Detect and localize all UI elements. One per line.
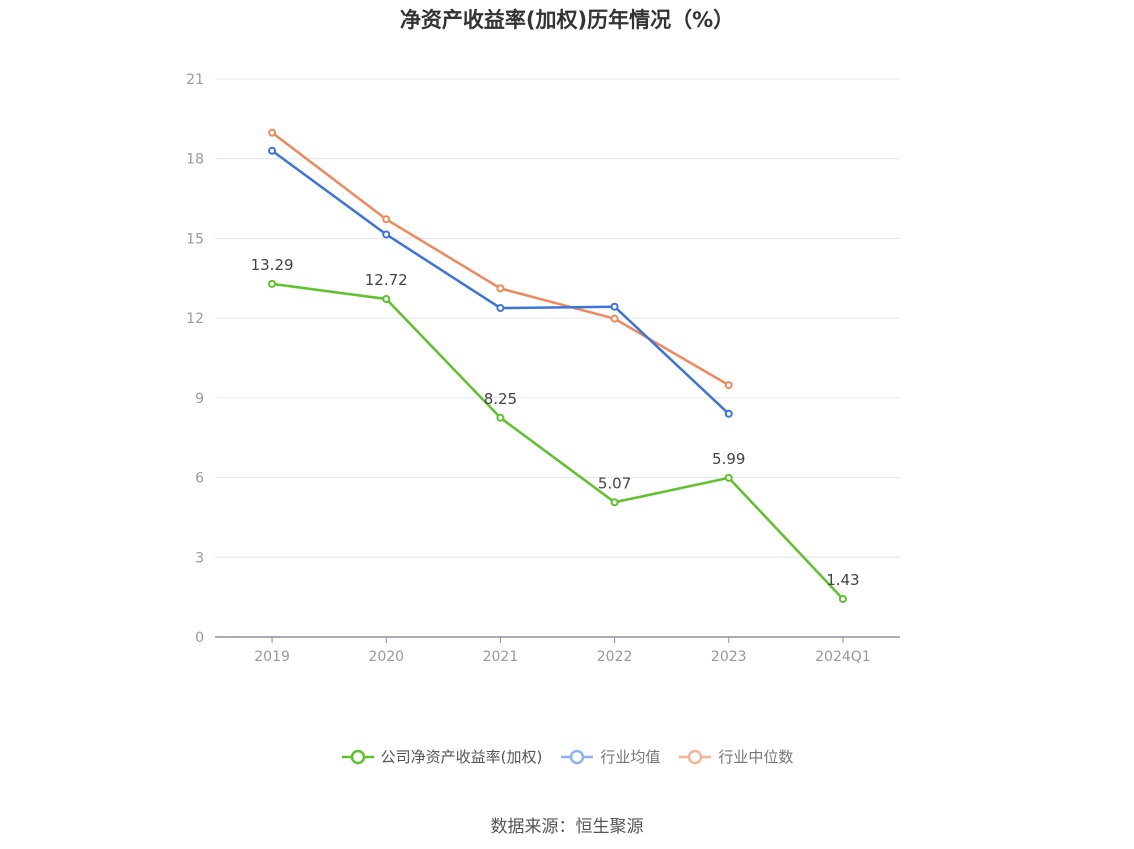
data-label: 5.99 <box>712 450 745 468</box>
y-tick-label: 18 <box>186 152 204 168</box>
legend-item[interactable]: 行业中位数 <box>678 746 793 767</box>
source-note: 数据来源：恒生聚源 <box>490 817 644 837</box>
y-tick-label: 12 <box>186 311 204 327</box>
data-point <box>610 314 619 323</box>
data-point <box>496 304 505 313</box>
grid-lines <box>215 78 900 558</box>
x-tick-label: 2023 <box>711 649 747 665</box>
data-point <box>268 128 277 137</box>
series-line <box>271 131 730 387</box>
data-point <box>382 230 391 239</box>
legend-label: 行业中位数 <box>718 748 794 766</box>
legend-marker-icon <box>561 749 594 764</box>
x-tick-label: 2022 <box>597 649 633 665</box>
y-tick-label: 3 <box>195 550 204 566</box>
data-label: 1.43 <box>826 571 859 589</box>
axes: 0 3 6 9 12 15 18 21 2019 2020 2021 2022 2023 2024Q1 <box>186 72 900 665</box>
y-tick-label: 21 <box>186 72 204 88</box>
data-point <box>268 146 277 155</box>
data-point <box>496 413 505 422</box>
legend-item[interactable]: 行业均值 <box>560 746 660 767</box>
data-point <box>382 215 391 224</box>
data-point <box>610 498 619 507</box>
data-label: 12.72 <box>365 271 408 289</box>
y-tick-label: 9 <box>195 391 204 407</box>
data-label: 8.25 <box>484 390 517 408</box>
legend-item[interactable]: 公司净资产收益率(加权) <box>341 746 543 767</box>
legend-marker-icon <box>341 749 374 764</box>
data-point <box>724 473 733 482</box>
x-tick-label: 2019 <box>254 649 290 665</box>
series-lines <box>268 128 847 604</box>
data-point <box>838 595 847 604</box>
x-tick-label: 2024Q1 <box>815 649 871 665</box>
y-tick-label: 6 <box>195 471 204 487</box>
series-line <box>271 282 844 600</box>
data-label: 13.29 <box>251 256 294 274</box>
data-label: 5.07 <box>598 474 631 492</box>
legend-label: 公司净资产收益率(加权) <box>380 748 543 766</box>
y-tick-label: 0 <box>195 630 204 646</box>
legend-marker-icon <box>679 749 712 764</box>
data-point <box>268 279 277 288</box>
data-point <box>496 284 505 293</box>
x-tick-label: 2020 <box>368 649 404 665</box>
data-point <box>382 295 391 304</box>
legend: 公司净资产收益率(加权) 行业均值 行业中位数 <box>0 746 1134 767</box>
data-point <box>724 381 733 390</box>
y-tick-label: 15 <box>186 231 204 247</box>
x-tick-label: 2021 <box>483 649 519 665</box>
series-line <box>271 149 730 415</box>
data-point <box>724 409 733 418</box>
legend-label: 行业均值 <box>600 748 661 766</box>
chart-title: 净资产收益率(加权)历年情况（%） <box>399 8 735 32</box>
data-labels: 13.29 12.72 8.25 5.07 5.99 1.43 <box>251 256 860 589</box>
data-point <box>610 302 619 311</box>
